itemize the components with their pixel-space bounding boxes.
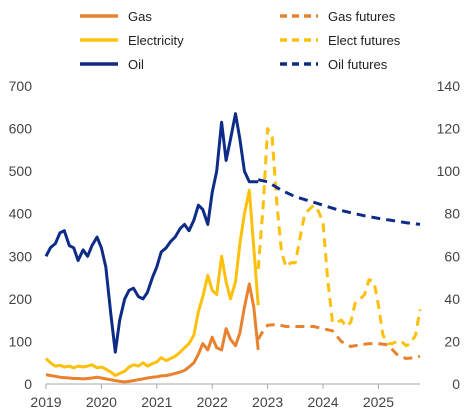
y-right-tick-label: 60 xyxy=(444,248,460,264)
x-tick-label: 2023 xyxy=(252,394,283,410)
legend-label-gas-futures: Gas futures xyxy=(328,9,396,24)
y-left-tick-label: 700 xyxy=(9,78,33,94)
legend-label-oil: Oil xyxy=(128,57,144,72)
x-tick-label: 2021 xyxy=(141,394,172,410)
y-right-tick-label: 20 xyxy=(444,333,460,349)
x-tick-label: 2020 xyxy=(86,394,117,410)
axes: 2019 2020 2021 2022 2023 2024 2025010020030040… xyxy=(9,78,461,410)
y-right-tick-label: 100 xyxy=(437,163,461,179)
legend: Gas Electricity Oil Gas futures Elect fu… xyxy=(80,9,401,72)
series-line-elect-futures xyxy=(256,127,422,348)
legend-label-gas: Gas xyxy=(128,9,152,24)
series-line-gas-futures xyxy=(256,322,421,360)
legend-label-oil-futures: Oil futures xyxy=(328,57,388,72)
y-left-tick-label: 400 xyxy=(9,206,33,222)
y-right-tick-label: 80 xyxy=(444,206,460,222)
x-tick-label: 2024 xyxy=(307,394,338,410)
series-layer xyxy=(44,112,422,384)
y-right-tick-label: 120 xyxy=(437,121,461,137)
y-left-tick-label: 200 xyxy=(9,291,33,307)
y-left-tick-label: 300 xyxy=(9,248,33,264)
x-tick-label: 2019 xyxy=(30,394,61,410)
series-line-electricity xyxy=(44,188,260,377)
series-line-oil-futures xyxy=(257,178,421,226)
legend-label-elect-futures: Elect futures xyxy=(328,33,401,48)
series-line-gas xyxy=(45,282,260,384)
y-left-tick-label: 100 xyxy=(9,333,33,349)
y-right-tick-label: 140 xyxy=(437,78,461,94)
legend-label-electricity: Electricity xyxy=(128,33,184,48)
y-right-tick-label: 40 xyxy=(444,291,460,307)
y-left-tick-label: 0 xyxy=(24,376,32,392)
x-tick-label: 2025 xyxy=(363,394,394,410)
x-tick-label: 2022 xyxy=(197,394,228,410)
y-left-tick-label: 600 xyxy=(9,121,33,137)
y-left-tick-label: 500 xyxy=(9,163,33,179)
y-right-tick-label: 0 xyxy=(452,376,460,392)
series-line-oil xyxy=(44,112,259,354)
